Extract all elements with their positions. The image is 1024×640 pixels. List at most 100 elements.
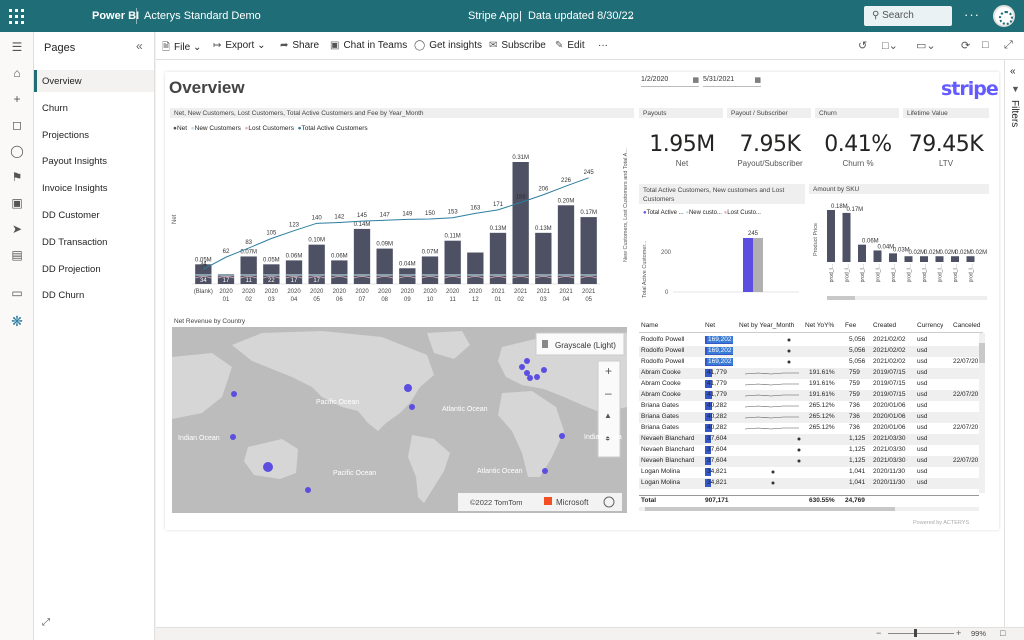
view-icon[interactable]: ▭⌄ <box>916 40 936 52</box>
file-menu[interactable]: 🗎 File ⌄ <box>162 40 201 57</box>
table-row[interactable]: Briana Gates 40,282 265.12% 736 2020/01/06 us… <box>639 412 979 423</box>
page-item[interactable]: Churn <box>42 102 68 114</box>
app-icon[interactable]: ❋ <box>11 313 23 329</box>
amount-by-sku-chart[interactable]: Product Price 0.18M prod_I... 0.17M prod_I..… <box>809 196 989 302</box>
page-item[interactable]: Invoice Insights <box>42 183 108 195</box>
create-icon[interactable]: + <box>13 92 21 106</box>
column-header[interactable]: Net YoY% <box>805 322 835 329</box>
table-row[interactable]: Abram Cooke 41,779 191.61% 759 2019/07/15 usd <box>639 368 979 379</box>
page-item[interactable]: DD Transaction <box>42 236 108 248</box>
zoom-slider-thumb[interactable] <box>914 629 917 637</box>
refresh-icon[interactable]: ⟳ <box>961 40 971 52</box>
table-row[interactable]: Briana Gates 40,282 265.12% 736 2020/01/06 us… <box>639 423 979 434</box>
data-updated[interactable]: | Data updated 8/30/22 <box>519 10 634 22</box>
deployment-icon[interactable]: ➤ <box>11 222 23 236</box>
chat-in-teams-button[interactable]: ▣ Chat in Teams <box>330 40 407 51</box>
column-header[interactable]: Net by Year_Month <box>739 322 795 329</box>
chevron-down-icon[interactable]: ⌄ <box>627 11 636 22</box>
brand-label[interactable]: Power BI <box>92 10 140 22</box>
share-button[interactable]: ➦ Share <box>280 40 319 51</box>
workspace-name[interactable]: Acterys Standard Demo <box>144 10 261 22</box>
table-row[interactable]: Rodolfo Powell 169,202 5,056 2021/02/02 usd <box>639 346 979 357</box>
page-item[interactable]: Overview <box>34 70 154 92</box>
datahub-icon[interactable]: ◯ <box>10 144 24 158</box>
edit-button[interactable]: ✎ Edit <box>555 40 585 51</box>
legend-active: ●Total Active Customers <box>297 125 368 132</box>
subscribe-button[interactable]: ✉ Subscribe <box>489 40 546 51</box>
table-row[interactable]: Logan Molina 34,821 1,041 2020/11/30 usd <box>639 467 979 478</box>
sparkline-path <box>744 383 799 386</box>
search-box[interactable]: ⚲ Search <box>864 6 952 26</box>
home-icon[interactable]: ⌂ <box>13 66 21 80</box>
more-options-icon[interactable]: ··· <box>598 40 608 51</box>
reset-icon[interactable]: ↺ <box>858 40 868 52</box>
page-item[interactable]: DD Projection <box>42 263 101 275</box>
compass-icon: ● <box>605 433 610 443</box>
expand-icon[interactable]: ⤢ <box>42 617 50 628</box>
collapse-icon[interactable]: « <box>136 39 143 53</box>
get-insights-button[interactable]: ◯ Get insights <box>414 40 482 51</box>
zoom-in-button[interactable]: + <box>956 628 962 638</box>
workspaces-icon[interactable]: ▭ <box>11 286 23 300</box>
table-row[interactable]: Rodolfo Powell 169,202 5,056 2021/02/02 usd <box>639 335 979 346</box>
active-customers-label: 150 <box>425 211 436 217</box>
column-header[interactable]: Name <box>641 322 659 329</box>
calendar-icon[interactable]: ▦ <box>754 77 761 84</box>
filters-pane[interactable]: « ▼ Filters <box>1004 60 1024 627</box>
cell-net: 41,779 <box>707 369 727 376</box>
apps-icon[interactable]: ▣ <box>11 196 23 210</box>
sku-data-label: 0.18M <box>831 204 848 210</box>
date-from-field[interactable]: 1/2/2020 ▦ <box>641 74 699 87</box>
new-customers-segment <box>263 274 280 276</box>
goals-icon[interactable]: ⚑ <box>11 170 23 184</box>
date-to-field[interactable]: 5/31/2021 ▦ <box>703 74 761 87</box>
column-header[interactable]: Fee <box>845 322 857 329</box>
table-row[interactable]: Nevaeh Blanchard 37,604 1,125 2021/03/30 usd <box>639 434 979 445</box>
browse-icon[interactable]: ◻ <box>12 118 22 132</box>
comment-icon[interactable]: □ <box>982 39 989 51</box>
learn-icon[interactable]: ▤ <box>11 248 23 262</box>
table-row[interactable]: Briana Gates 40,282 265.12% 736 2020/01/06 us… <box>639 401 979 412</box>
page-item[interactable]: DD Customer <box>42 210 100 221</box>
fullscreen-icon[interactable]: ⤢ <box>1004 39 1013 51</box>
calendar-icon[interactable]: ▦ <box>692 77 699 84</box>
export-menu[interactable]: ↦ Export ⌄ <box>213 40 265 51</box>
page-item[interactable]: Payout Insights <box>42 156 107 168</box>
edit-label: Edit <box>567 40 585 51</box>
table-vertical-scrollbar[interactable] <box>979 333 985 493</box>
cell-yoy: 265.12% <box>809 424 835 431</box>
column-header[interactable]: Currency <box>917 322 944 329</box>
app-launcher-icon[interactable] <box>8 8 24 24</box>
table-horizontal-scrollbar[interactable] <box>639 507 979 511</box>
customer-table[interactable]: Name Net Net by Year_Month Net YoY% Fee Creat… <box>639 319 987 511</box>
column-header[interactable]: Created <box>873 322 897 329</box>
avatar[interactable] <box>993 5 1015 27</box>
column-header[interactable]: Canceled <box>953 322 981 329</box>
table-row[interactable]: Abram Cooke 41,779 191.61% 759 2019/07/15 usd <box>639 379 979 390</box>
inside-data-label: 34 <box>200 278 207 284</box>
zoom-out-button[interactable]: − <box>876 628 882 638</box>
table-row[interactable]: Logan Molina 34,821 1,041 2020/11/30 usd <box>639 478 979 489</box>
net-revenue-map[interactable]: Grayscale (Light) + – ▲ ● ©2022 TomTom M… <box>172 327 627 513</box>
column-header[interactable]: Net <box>705 322 716 329</box>
more-options-icon[interactable]: ··· <box>964 7 980 22</box>
file-icon: 🗎 <box>162 42 171 53</box>
fit-page-icon[interactable]: □ <box>1000 628 1006 638</box>
active-customers-chart[interactable]: Total Active Customer... 200 0 245 <box>639 218 807 300</box>
net-data-label: 0.05M <box>195 257 212 263</box>
combo-chart[interactable]: Net New Customers, Lost Customers and Tot… <box>170 134 632 306</box>
page-item[interactable]: DD Churn <box>42 290 85 302</box>
sku-x-tick: prod_I... <box>829 264 835 282</box>
page-item[interactable]: Projections <box>42 129 89 141</box>
table-row[interactable]: Nevaeh Blanchard 37,604 1,125 2021/03/30 usd… <box>639 456 979 467</box>
collapse-filters-icon[interactable]: « <box>1010 66 1016 77</box>
table-row[interactable]: Abram Cooke 41,779 191.61% 759 2019/07/15 usd… <box>639 390 979 401</box>
hamburger-icon[interactable]: ☰ <box>11 40 23 54</box>
table-row[interactable]: Nevaeh Blanchard 37,604 1,125 2021/03/30 usd <box>639 445 979 456</box>
table-row[interactable]: Rodolfo Powell 169,202 5,056 2021/02/02 usd 2… <box>639 357 979 368</box>
bookmark-icon[interactable]: □⌄ <box>882 40 898 52</box>
map-style-label: Grayscale (Light) <box>555 341 616 350</box>
inside-data-label: 17 <box>223 278 230 284</box>
zoom-slider[interactable] <box>888 633 954 634</box>
x-tick-label: 03 <box>268 297 275 303</box>
